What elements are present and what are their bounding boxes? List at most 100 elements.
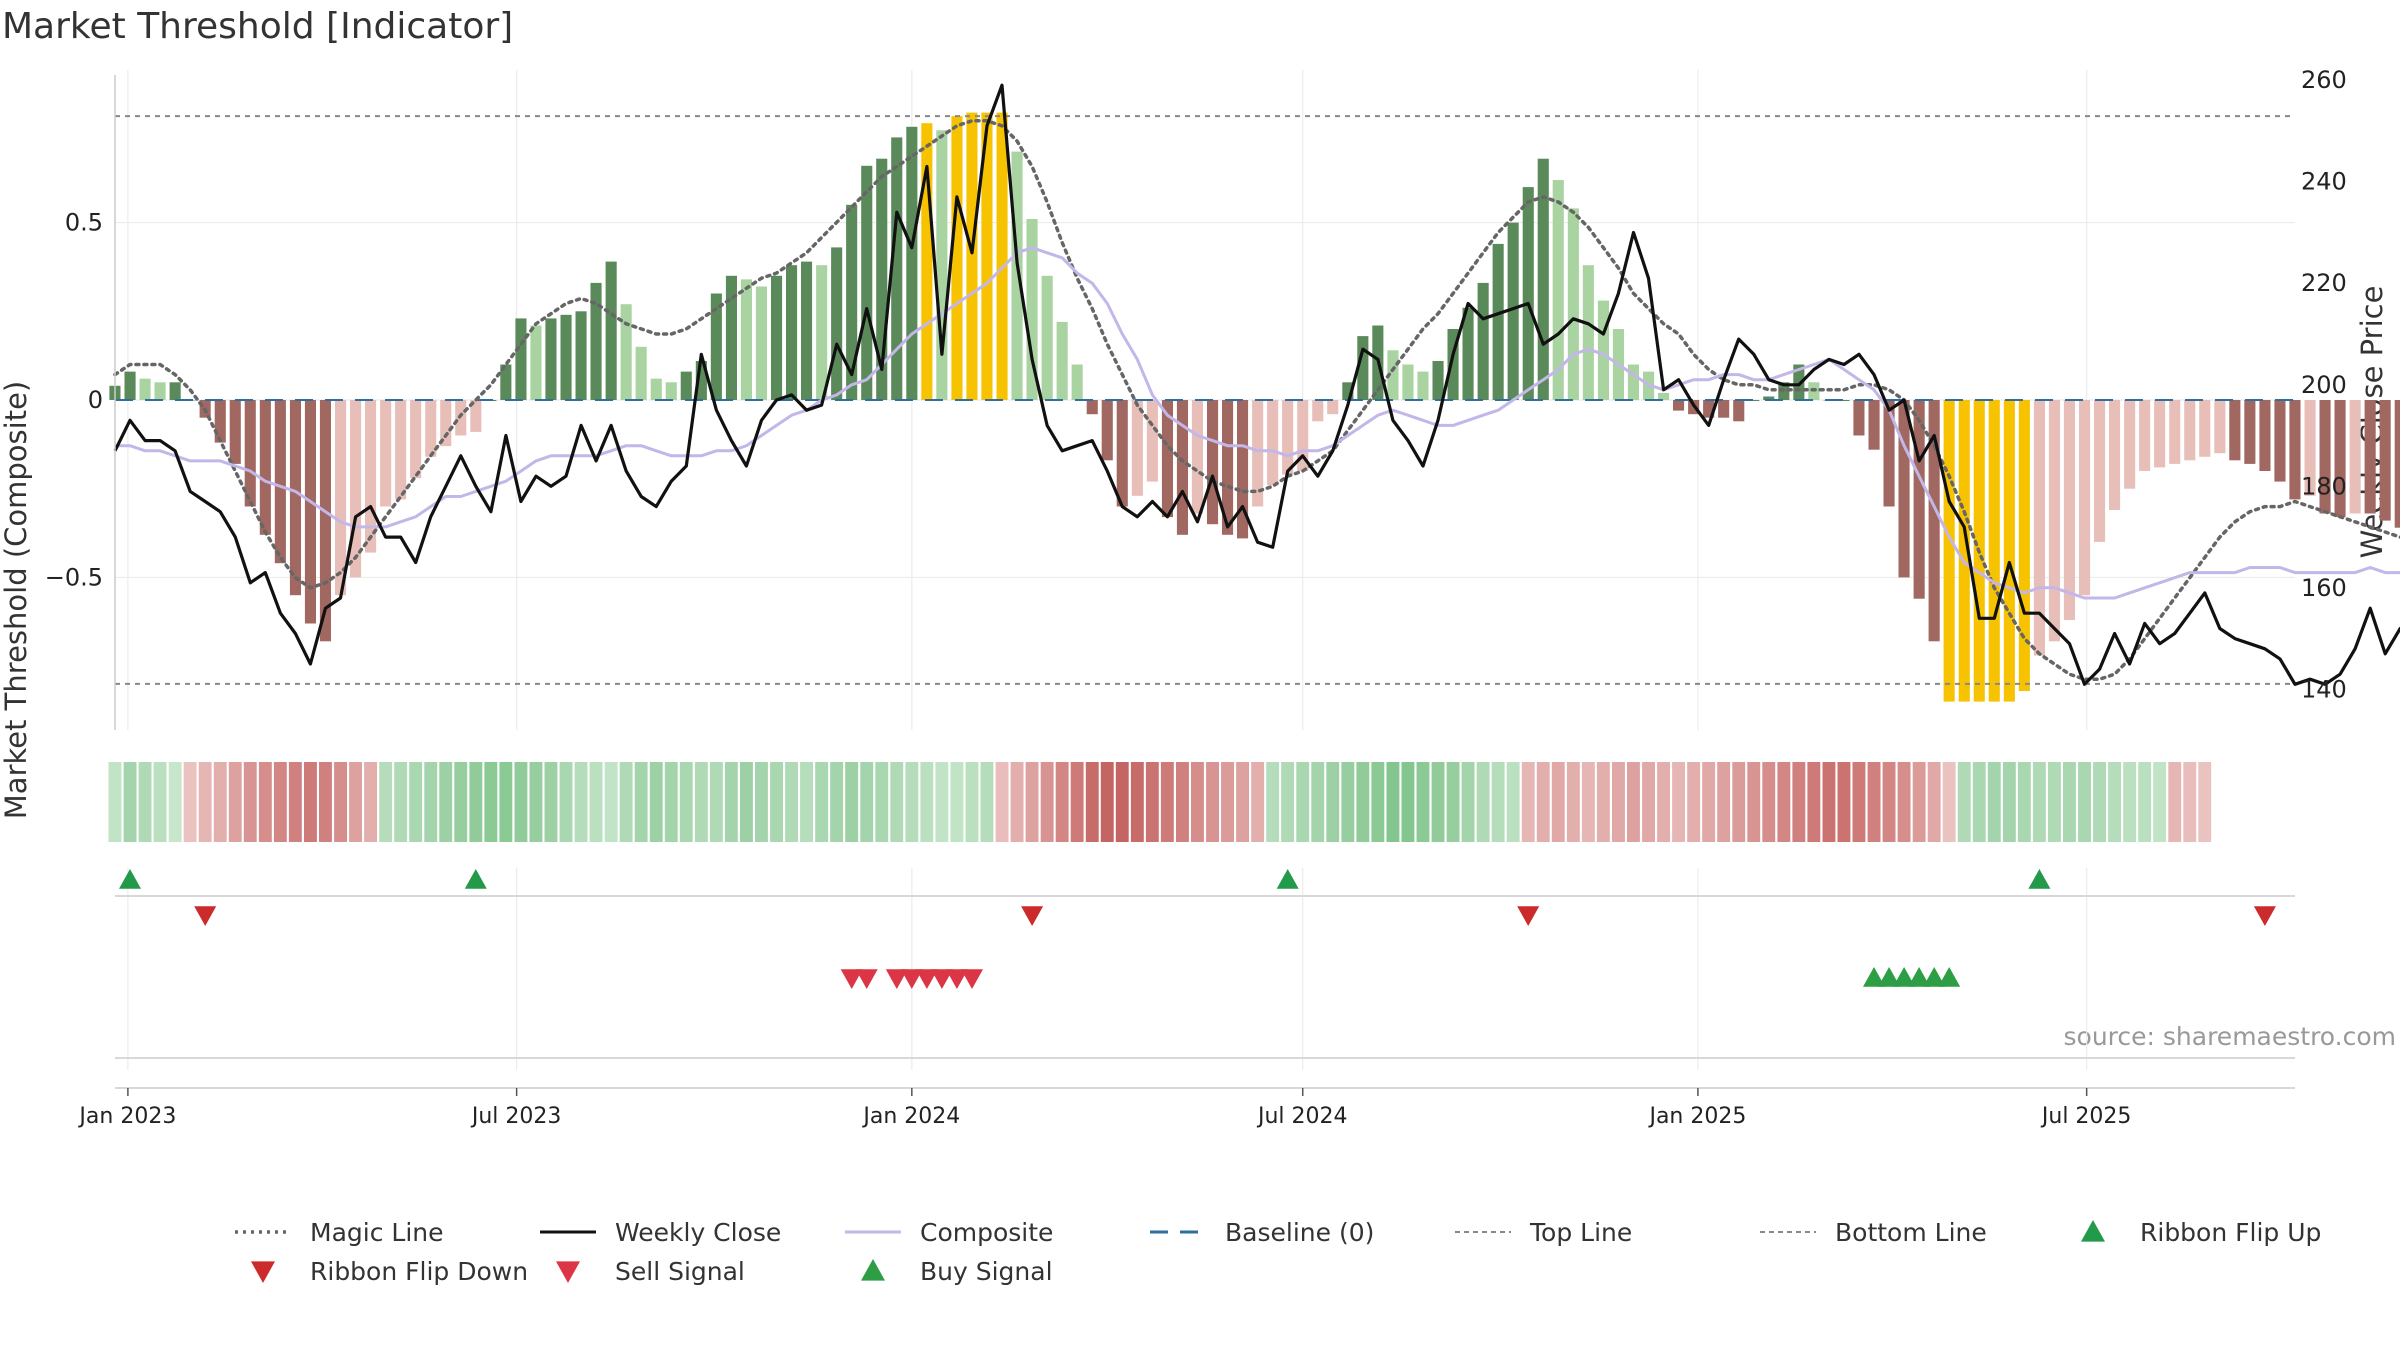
ribbon-cell [1416, 762, 1430, 842]
ribbon-flip-down-marker [2253, 906, 2276, 926]
ribbon-cell [153, 762, 167, 842]
ribbon-cell [1581, 762, 1595, 842]
histogram-bar [650, 378, 662, 400]
ribbon-cell [1897, 762, 1911, 842]
ribbon-cell [755, 762, 768, 842]
histogram-bar [2003, 400, 2015, 702]
ribbon-cell [1657, 762, 1670, 842]
histogram-bar [1327, 400, 1339, 415]
histogram-bar [1026, 219, 1038, 400]
histogram-bar [1763, 396, 1775, 400]
ribbon-cell [1867, 762, 1881, 842]
histogram-bar [319, 400, 331, 642]
histogram-bar [2184, 400, 2196, 461]
histogram-bar [1853, 400, 1865, 436]
ribbon-cell [1311, 762, 1325, 842]
histogram-bar [755, 286, 767, 400]
histogram-bar [1733, 400, 1745, 422]
histogram-bar [2063, 400, 2075, 620]
histogram-bar [1522, 187, 1534, 400]
ribbon-cell [1145, 762, 1159, 842]
ribbon-cell [619, 762, 633, 842]
ribbon-cell [2123, 762, 2137, 842]
ribbon-cell [2138, 762, 2152, 842]
trend-ribbon [108, 762, 2212, 842]
ribbon-cell [1506, 762, 1520, 842]
histogram-bar [695, 361, 707, 400]
histogram-bar [1883, 400, 1895, 507]
ribbon-cell [439, 762, 453, 842]
ribbon-cell [1551, 762, 1565, 842]
ribbon-cell [770, 762, 783, 842]
ribbon-cell [1431, 762, 1445, 842]
ribbon-cell [1341, 762, 1355, 842]
ribbon-flip-down-marker [1021, 906, 1044, 926]
source-note: source: sharemaestro.com [2064, 1022, 2397, 1051]
legend-swatch-marker [2081, 1220, 2105, 1242]
histogram-bar [530, 325, 542, 400]
ribbon-cell [1476, 762, 1490, 842]
histogram-bar [1567, 208, 1579, 400]
histogram-bar [575, 311, 587, 400]
ribbon-cell [679, 762, 693, 842]
ribbon-cell [1115, 762, 1129, 842]
ribbon-cell [905, 762, 919, 842]
histogram-bar [500, 364, 512, 400]
histogram-bar [1537, 158, 1549, 400]
ribbon-cell [1596, 762, 1610, 842]
ribbon-cell [1807, 762, 1821, 842]
histogram-bar [1387, 350, 1399, 400]
ribbon-cell [1702, 762, 1716, 842]
histogram-bar [274, 400, 286, 564]
histogram-bar [1658, 392, 1670, 400]
histogram-bar [1958, 400, 1970, 702]
histogram-bar [966, 112, 978, 400]
ribbon-cell [604, 762, 618, 842]
x-tick-label: Jul 2024 [1256, 1104, 1348, 1129]
histogram-bar [2274, 400, 2286, 482]
histogram-bar [1552, 180, 1564, 400]
ribbon-cell [815, 762, 829, 842]
histogram-bar [1191, 400, 1203, 514]
ribbon-cell [860, 762, 874, 842]
ribbon-cell [920, 762, 934, 842]
ribbon-cell [1070, 762, 1084, 842]
ribbon-cell [499, 762, 513, 842]
ribbon-cell [740, 762, 753, 842]
ribbon-cell [1566, 762, 1580, 842]
histogram-bar [861, 165, 873, 400]
legend-label: Magic Line [310, 1218, 444, 1247]
right-tick-label: 180 [2301, 472, 2347, 500]
histogram-bar [1041, 275, 1053, 400]
ribbon-cell [589, 762, 603, 842]
weekly-close-line [113, 83, 2400, 686]
ribbon-cell [1025, 762, 1039, 842]
ribbon-cell [1326, 762, 1340, 842]
x-tick-label: Jul 2025 [2040, 1104, 2132, 1129]
histogram-bar [906, 126, 918, 401]
histogram-bar [1432, 361, 1444, 400]
ribbon-cell [2002, 762, 2016, 842]
histogram-bar [1793, 364, 1805, 400]
ribbon-flip-up-marker [1276, 869, 1299, 889]
legend-label: Ribbon Flip Up [2140, 1218, 2321, 1247]
ribbon-cell [1762, 762, 1776, 842]
ribbon-cell [1882, 762, 1896, 842]
ribbon-cell [1942, 762, 1956, 842]
ribbon-cell [1536, 762, 1550, 842]
histogram-bar [1161, 400, 1173, 518]
legend-swatch-marker [251, 1261, 275, 1283]
ribbon-cell [1055, 762, 1069, 842]
histogram-bar [515, 318, 527, 400]
ribbon-cell [1251, 762, 1265, 842]
composite-histogram [109, 112, 2400, 702]
ribbon-cell [1792, 762, 1806, 842]
legend-swatch-marker [556, 1261, 580, 1283]
ribbon-cell [1987, 762, 2001, 842]
ribbon-cell [2017, 762, 2031, 842]
histogram-bar [1267, 400, 1279, 486]
histogram-bar [590, 282, 602, 400]
ribbon-cell [1221, 762, 1234, 842]
ribbon-cell [2183, 762, 2197, 842]
right-tick-label: 200 [2301, 371, 2347, 399]
